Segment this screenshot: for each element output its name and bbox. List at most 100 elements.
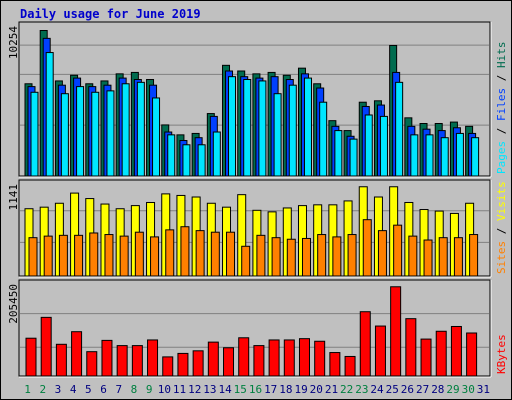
x-tick-label: 24 bbox=[370, 383, 384, 396]
sites-bar bbox=[104, 234, 114, 277]
sites-bar bbox=[43, 235, 53, 277]
legend-kbytes: KBytes bbox=[495, 334, 508, 374]
sites-bar bbox=[332, 236, 342, 277]
x-tick-label: 8 bbox=[131, 383, 138, 396]
y-max-label-kbytes: 205450 bbox=[7, 284, 20, 324]
sites-bar bbox=[74, 234, 84, 277]
kbytes-bar bbox=[359, 311, 371, 377]
kbytes-bar bbox=[390, 286, 402, 377]
legend-visits-sites: Sites / Visits bbox=[495, 181, 508, 274]
sites-bar bbox=[453, 237, 463, 277]
pages-bar bbox=[121, 83, 130, 177]
legend-hits-files-pages: Pages / Files / Hits bbox=[495, 42, 508, 175]
kbytes-bar bbox=[55, 343, 67, 377]
sites-bar bbox=[469, 234, 479, 277]
x-tick-label: 6 bbox=[100, 383, 107, 396]
kbytes-bar bbox=[374, 325, 386, 377]
kbytes-bar bbox=[329, 352, 341, 377]
kbytes-bar bbox=[162, 356, 174, 377]
sites-bar bbox=[377, 230, 387, 277]
sites-bar bbox=[180, 226, 190, 277]
sites-bar bbox=[226, 231, 236, 277]
kbytes-bar bbox=[223, 347, 235, 377]
kbytes-bar bbox=[450, 325, 462, 377]
kbytes-bar bbox=[344, 355, 356, 377]
legend-separator: / bbox=[495, 121, 508, 141]
sites-bar bbox=[271, 237, 281, 277]
pages-bar bbox=[288, 84, 297, 177]
x-tick-label: 18 bbox=[279, 383, 292, 396]
legend-kbytes: KBytes bbox=[495, 334, 508, 374]
kbytes-bar bbox=[131, 345, 143, 377]
x-tick-label: 13 bbox=[203, 383, 216, 396]
sites-bar bbox=[150, 236, 160, 277]
x-tick-label: 23 bbox=[355, 383, 368, 396]
x-tick-label: 30 bbox=[462, 383, 475, 396]
kbytes-bar bbox=[25, 337, 37, 377]
x-tick-label: 14 bbox=[218, 383, 232, 396]
x-tick-label: 10 bbox=[158, 383, 171, 396]
pages-bar bbox=[334, 130, 343, 177]
pages-bar bbox=[45, 52, 54, 177]
pages-bar bbox=[76, 86, 85, 177]
sites-bar bbox=[210, 231, 220, 277]
sites-bar bbox=[28, 237, 38, 277]
sites-bar bbox=[438, 237, 448, 277]
kbytes-bar bbox=[268, 339, 280, 377]
sites-bar bbox=[58, 234, 68, 277]
legend-pages: Pages bbox=[495, 141, 508, 174]
pages-bar bbox=[60, 93, 69, 177]
sites-bar bbox=[347, 234, 357, 277]
y-max-label-hits: 10254 bbox=[7, 26, 20, 59]
x-tick-label: 22 bbox=[340, 383, 353, 396]
sites-bar bbox=[195, 230, 205, 277]
x-tick-label: 21 bbox=[325, 383, 338, 396]
pages-bar bbox=[364, 114, 373, 177]
pages-bar bbox=[91, 91, 100, 177]
pages-bar bbox=[471, 137, 480, 177]
pages-bar bbox=[106, 90, 115, 177]
x-tick-label: 15 bbox=[234, 383, 247, 396]
x-tick-label: 20 bbox=[310, 383, 323, 396]
x-tick-label: 31 bbox=[477, 383, 490, 396]
sites-bar bbox=[317, 234, 327, 277]
legend-sites: Sites bbox=[495, 241, 508, 274]
legend-hits: Hits bbox=[495, 42, 508, 69]
pages-bar bbox=[379, 115, 388, 177]
pages-bar bbox=[197, 144, 206, 177]
x-tick-label: 11 bbox=[173, 383, 186, 396]
pages-bar bbox=[228, 76, 237, 177]
pages-bar bbox=[440, 137, 449, 177]
sites-bar bbox=[408, 235, 418, 277]
kbytes-bar bbox=[298, 338, 310, 377]
x-tick-label: 26 bbox=[401, 383, 414, 396]
pages-bar bbox=[455, 132, 464, 177]
kbytes-bar bbox=[177, 352, 189, 377]
legend-visits: Visits bbox=[495, 181, 508, 221]
pages-bar bbox=[167, 134, 176, 177]
legend-separator: / bbox=[495, 68, 508, 88]
pages-bar bbox=[425, 134, 434, 177]
kbytes-bar bbox=[466, 332, 478, 377]
x-tick-label: 25 bbox=[386, 383, 399, 396]
kbytes-bar bbox=[435, 330, 447, 377]
kbytes-bar bbox=[101, 339, 113, 377]
pages-bar bbox=[243, 79, 252, 177]
sites-bar bbox=[256, 234, 266, 277]
kbytes-bar bbox=[283, 339, 295, 377]
kbytes-bar bbox=[40, 316, 52, 377]
chart-title: Daily usage for June 2019 bbox=[20, 7, 201, 21]
pages-bar bbox=[258, 80, 267, 177]
kbytes-bar bbox=[71, 331, 83, 377]
pages-bar bbox=[212, 131, 221, 177]
sites-bar bbox=[362, 219, 372, 277]
pages-bar bbox=[136, 81, 145, 177]
x-tick-label: 19 bbox=[294, 383, 307, 396]
kbytes-bar bbox=[147, 339, 159, 377]
x-tick-label: 12 bbox=[188, 383, 201, 396]
sites-bar bbox=[393, 224, 403, 277]
pages-bar bbox=[30, 91, 39, 177]
x-tick-label: 17 bbox=[264, 383, 277, 396]
kbytes-bar bbox=[207, 341, 219, 377]
x-tick-label: 9 bbox=[146, 383, 153, 396]
